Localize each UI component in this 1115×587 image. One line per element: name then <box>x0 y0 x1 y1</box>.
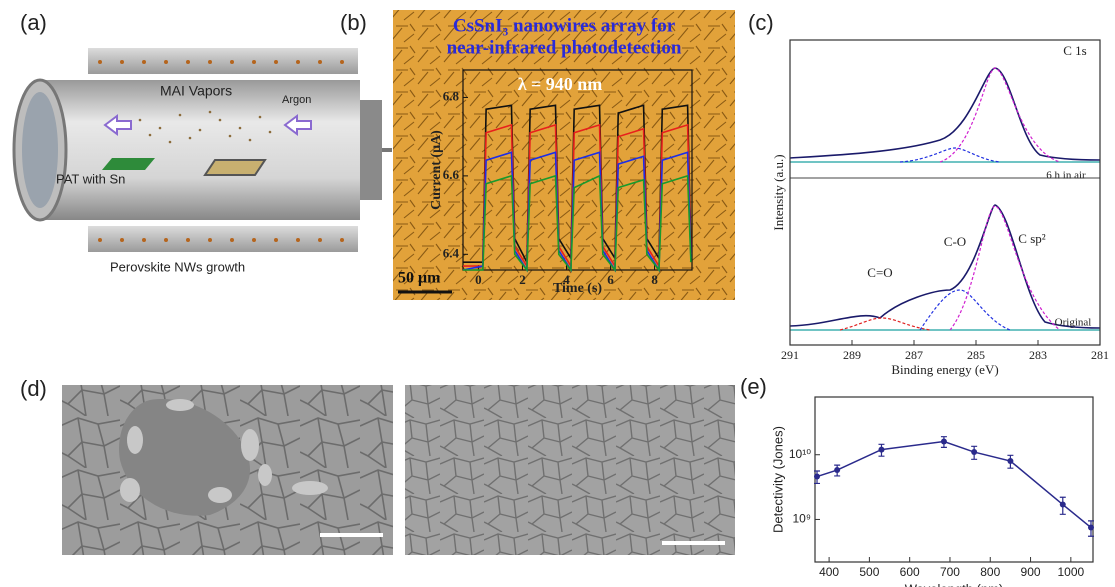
series-line <box>816 440 1092 529</box>
x-tick-label: 700 <box>940 565 960 579</box>
x-tick-label: 4 <box>563 272 570 287</box>
x-tick-label: 289 <box>843 348 861 362</box>
x-axis-label: Wavelength (nm) <box>905 581 1004 587</box>
y-tick-label: 6.8 <box>443 88 460 103</box>
y-axis-label: Current (μA) <box>429 130 444 210</box>
y-axis-label: Detectivity (Jones) <box>770 426 785 533</box>
x-tick-label: 500 <box>859 565 879 579</box>
x-tick-label: 291 <box>781 348 799 362</box>
label: MAI Vapors <box>160 83 232 99</box>
arrow <box>103 114 132 136</box>
annotation: C sp² <box>1018 231 1045 246</box>
arrow <box>283 114 312 136</box>
label: Perovskite NWs growth <box>110 259 245 274</box>
annotation: Original <box>1055 317 1092 329</box>
scale-bar-label: 50 μm <box>398 270 441 287</box>
x-tick-label: 283 <box>1029 348 1047 362</box>
heater-dots <box>98 60 344 242</box>
x-tick-label: 2 <box>519 272 526 287</box>
boat <box>203 159 267 176</box>
x-tick-label: 800 <box>980 565 1000 579</box>
sem-image <box>405 385 735 555</box>
data-point <box>878 446 885 453</box>
x-tick-label: 6 <box>607 272 614 287</box>
annotation: λ = 940 nm <box>518 74 603 94</box>
plot-frame <box>462 69 693 271</box>
substrate <box>102 158 155 170</box>
panel-label: (b) <box>340 10 367 35</box>
debris <box>120 399 328 503</box>
y-axis-label: Intensity (a.u.) <box>771 154 786 230</box>
plot-frame <box>814 396 1094 563</box>
annotation: C-O <box>944 234 966 249</box>
end-cap <box>360 100 382 200</box>
y-tick-label: 6.4 <box>443 245 460 260</box>
plot-frame <box>789 39 1101 346</box>
data-point <box>1059 501 1066 508</box>
data-point <box>1007 458 1014 465</box>
x-tick-label: 285 <box>967 348 985 362</box>
data-point <box>834 467 841 474</box>
label: PAT with Sn <box>56 171 125 186</box>
x-tick-label: 900 <box>1021 565 1041 579</box>
x-axis-label: Binding energy (eV) <box>891 362 998 377</box>
x-tick-label: 600 <box>900 565 920 579</box>
annotation: 6 h in air <box>1046 170 1086 182</box>
tube-opening <box>22 92 58 208</box>
x-tick-label: 281 <box>1091 348 1109 362</box>
x-axis-label: Time (s) <box>553 281 602 296</box>
panel-label: (c) <box>748 10 774 35</box>
panel-d: (d) <box>20 376 735 555</box>
y-tick-label: 10⁹ <box>793 512 812 526</box>
x-tick-label: 400 <box>819 565 839 579</box>
panel-label: (d) <box>20 376 47 401</box>
x-tick-label: 8 <box>651 272 658 287</box>
chart-title: CsSnI₃ nanowires array for <box>453 15 676 36</box>
heater-top <box>88 48 358 74</box>
data-point <box>940 438 947 445</box>
chart-title: near-infrared photodetection <box>447 37 682 58</box>
x-tick-label: 0 <box>475 272 482 287</box>
series-line <box>463 174 692 273</box>
tube <box>40 80 360 220</box>
annotation: C 1s <box>1063 43 1086 58</box>
y-tick-label: 10¹⁰ <box>789 447 811 461</box>
data-point <box>814 473 821 480</box>
x-tick-label: 1000 <box>1057 565 1084 579</box>
panel-label: (a) <box>20 10 47 35</box>
vapor <box>138 110 272 144</box>
heater-bottom <box>88 226 358 252</box>
xps-curves <box>789 67 1101 331</box>
x-tick-label: 287 <box>905 348 923 362</box>
label: Argon <box>282 94 311 106</box>
panel-label: (e) <box>740 374 767 399</box>
degraded-region <box>119 399 250 516</box>
annotation: C=O <box>867 265 892 280</box>
panel-a: (a) MAI Vapors Argon PAT with Sn Perovsk… <box>12 10 392 274</box>
y-tick-label: 6.6 <box>443 167 460 182</box>
data-point <box>971 449 978 456</box>
data-point <box>1087 524 1094 531</box>
